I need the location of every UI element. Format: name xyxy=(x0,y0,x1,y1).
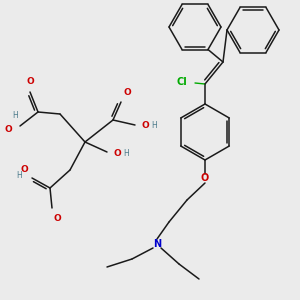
Text: N: N xyxy=(153,239,161,249)
Text: O: O xyxy=(201,173,209,183)
Text: H: H xyxy=(151,121,157,130)
Text: H: H xyxy=(16,172,22,181)
Text: H: H xyxy=(123,149,129,158)
Text: O: O xyxy=(54,214,62,223)
Text: O: O xyxy=(141,121,149,130)
Text: O: O xyxy=(124,88,132,97)
Text: O: O xyxy=(20,165,28,174)
Text: H: H xyxy=(12,112,18,121)
Text: O: O xyxy=(4,125,12,134)
Text: O: O xyxy=(113,149,121,158)
Text: Cl: Cl xyxy=(176,77,187,87)
Text: O: O xyxy=(26,77,34,86)
